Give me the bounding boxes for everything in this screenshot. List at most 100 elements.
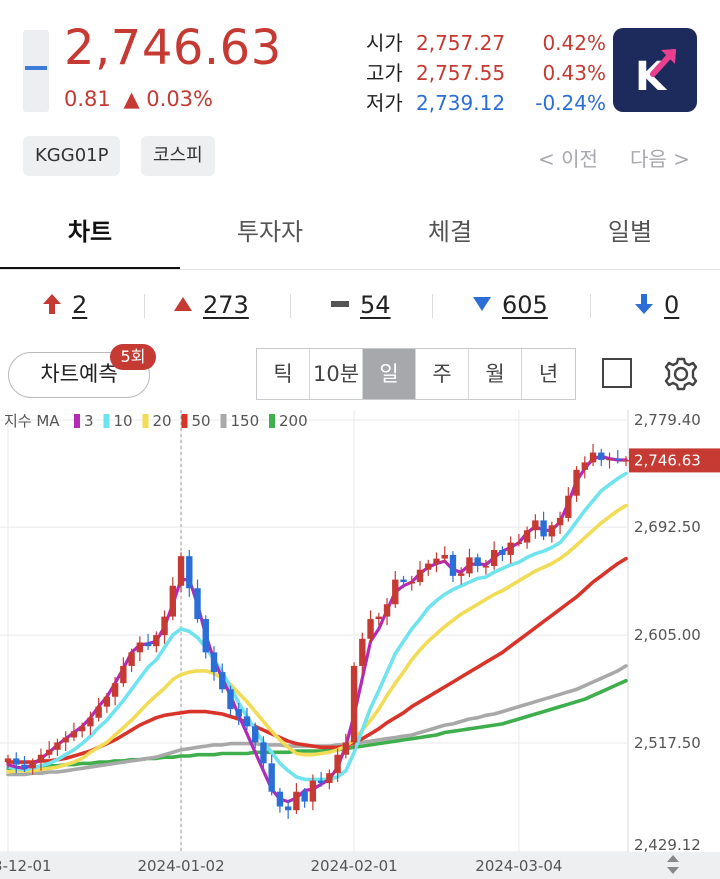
legend-swatch-ma50 bbox=[181, 414, 188, 428]
period-month[interactable]: 월 bbox=[469, 349, 522, 399]
candle bbox=[490, 541, 498, 570]
tab-chart[interactable]: 차트 bbox=[0, 200, 180, 270]
y-tick-label: 2,779.40 bbox=[634, 411, 701, 429]
day-range-bar bbox=[23, 30, 49, 112]
candle bbox=[153, 631, 160, 653]
candle-body bbox=[441, 554, 448, 559]
period-10min[interactable]: 10분 bbox=[310, 349, 363, 399]
period-year[interactable]: 년 bbox=[538, 362, 559, 386]
candle bbox=[144, 633, 152, 650]
candle bbox=[95, 697, 102, 722]
candle bbox=[46, 741, 53, 759]
candle bbox=[474, 553, 481, 573]
candle bbox=[523, 526, 531, 549]
advancing-count[interactable]: 273 bbox=[173, 288, 249, 322]
candle-body bbox=[482, 566, 490, 568]
market-tag[interactable]: 코스피 bbox=[141, 136, 215, 176]
count-divider bbox=[590, 294, 591, 318]
candle-body bbox=[37, 754, 45, 763]
candle-body bbox=[458, 573, 465, 576]
legend-label-ma200: 200 bbox=[279, 412, 308, 430]
legend-label-ma150: 150 bbox=[231, 412, 260, 430]
index-code-tag[interactable]: KGG01P bbox=[23, 136, 121, 176]
candle bbox=[202, 615, 209, 659]
x-tick-label: 2023-12-01 bbox=[0, 857, 52, 875]
candle bbox=[326, 769, 333, 790]
low-label: 저가 bbox=[366, 91, 403, 115]
legend-swatch-ma3 bbox=[74, 414, 80, 428]
candle-body bbox=[581, 462, 588, 470]
period-week[interactable]: 주 bbox=[416, 349, 469, 399]
candle bbox=[392, 570, 399, 608]
candle-body bbox=[565, 495, 572, 518]
candle-body bbox=[78, 726, 86, 732]
tab-investor[interactable]: 투자자 bbox=[236, 218, 304, 246]
scroll-up-icon bbox=[667, 855, 679, 862]
app-logo[interactable]: K bbox=[613, 28, 697, 112]
candle-body bbox=[144, 642, 152, 647]
candle-body bbox=[532, 520, 539, 531]
candle bbox=[276, 788, 284, 813]
legend-label-ma50: 50 bbox=[192, 412, 211, 430]
low-value: 2,739.12 bbox=[416, 91, 506, 115]
candle bbox=[515, 533, 523, 547]
y-tick-label: 2,692.50 bbox=[634, 518, 701, 536]
candle bbox=[317, 771, 325, 787]
candle bbox=[449, 551, 457, 583]
candle-body bbox=[416, 569, 424, 583]
candle-body bbox=[54, 742, 61, 750]
candle-body bbox=[622, 459, 630, 462]
y-axis-area bbox=[628, 410, 720, 879]
period-day[interactable]: 일 bbox=[363, 349, 416, 399]
candle-body bbox=[260, 742, 267, 764]
current-price: 2,746.63 bbox=[64, 20, 282, 76]
upper-limit-count[interactable]: 2 bbox=[42, 288, 87, 322]
candle-body bbox=[243, 716, 251, 727]
candle bbox=[243, 707, 251, 731]
candle-body bbox=[474, 557, 481, 567]
candle bbox=[433, 552, 440, 573]
low-row: 저가 2,739.12 -0.24% bbox=[366, 88, 606, 118]
candle bbox=[499, 546, 506, 562]
unchanged-count[interactable]: 54 bbox=[330, 288, 391, 322]
candle-body bbox=[227, 689, 234, 710]
candle-body bbox=[589, 452, 597, 463]
flat-dash-icon bbox=[331, 301, 349, 307]
candle bbox=[301, 788, 308, 808]
index-chart[interactable]: 지수 MA 3 10 20 50 150 200 2,779.40 2,692.50 2,605… bbox=[0, 410, 720, 879]
candle-body bbox=[334, 754, 341, 774]
lower-limit-count[interactable]: 0 bbox=[634, 288, 679, 322]
candle bbox=[128, 648, 135, 673]
low-pct: -0.24% bbox=[535, 91, 606, 115]
candle bbox=[169, 577, 176, 621]
down-triangle-icon bbox=[473, 297, 491, 311]
candle bbox=[4, 754, 12, 769]
x-axis: 2023-12-01 2024-01-02 2024-02-01 2024-03-04 bbox=[0, 852, 720, 879]
period-selector: 틱 10분 일 주 월 년 bbox=[256, 348, 576, 400]
period-tick[interactable]: 틱 bbox=[257, 349, 310, 399]
high-label: 고가 bbox=[366, 61, 403, 85]
lower-limit-arrow-icon bbox=[635, 294, 653, 314]
section-tabs: 차트 투자자 체결 일별 bbox=[0, 200, 720, 270]
candle bbox=[425, 559, 432, 576]
tab-trades[interactable]: 체결 bbox=[427, 218, 473, 246]
candle-body bbox=[202, 619, 209, 653]
candle bbox=[350, 662, 358, 749]
declining-count[interactable]: 605 bbox=[472, 288, 548, 322]
chart-legend: 지수 MA 3 10 20 50 150 200 bbox=[4, 412, 308, 430]
candle bbox=[367, 610, 374, 643]
legend-swatch-ma200 bbox=[269, 414, 275, 428]
candle-body bbox=[499, 549, 506, 555]
next-button[interactable]: 다음 > bbox=[630, 147, 690, 171]
fullscreen-button[interactable] bbox=[602, 358, 632, 388]
legend-label-ma10: 10 bbox=[114, 412, 133, 430]
gear-icon[interactable] bbox=[662, 355, 700, 393]
tab-daily[interactable]: 일별 bbox=[607, 218, 653, 246]
candle-body bbox=[309, 780, 317, 802]
prev-button[interactable]: < 이전 bbox=[538, 147, 598, 171]
current-price-tag bbox=[629, 448, 720, 473]
candle-body bbox=[317, 780, 325, 784]
candle bbox=[13, 752, 20, 774]
candle-body bbox=[507, 542, 514, 555]
chart-predict-button[interactable]: 차트예측 bbox=[8, 352, 150, 398]
